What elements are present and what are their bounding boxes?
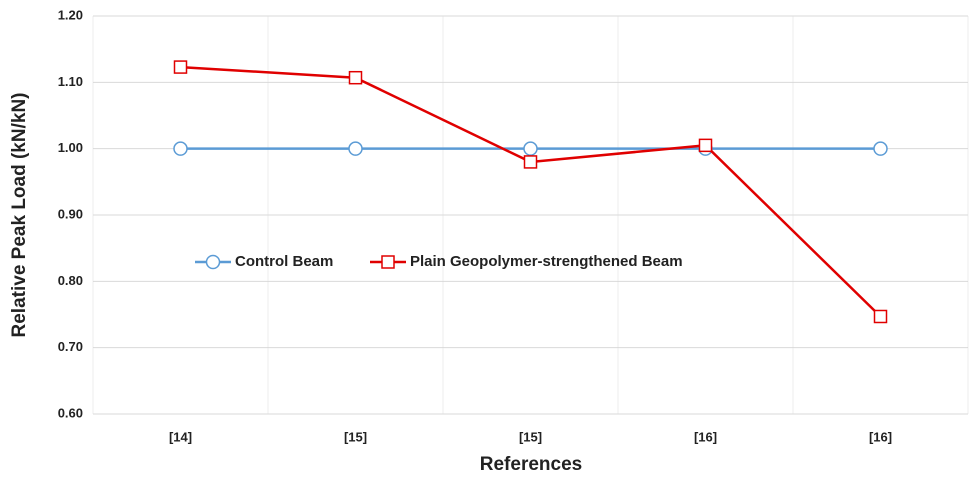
x-axis-title: References <box>480 454 582 475</box>
marker <box>381 255 395 269</box>
marker <box>873 309 888 324</box>
y-tick-label: 0.70 <box>58 339 83 354</box>
y-axis-title: Relative Peak Load (kN/kN) <box>9 93 30 338</box>
x-tick-label: [15] <box>519 429 542 444</box>
legend-text: Plain Geopolymer-strengthened Beam <box>410 253 683 270</box>
x-tick-label: [16] <box>869 429 892 444</box>
marker <box>205 254 221 270</box>
y-tick-label: 0.80 <box>58 273 83 288</box>
marker <box>523 141 538 156</box>
x-tick-label: [16] <box>694 429 717 444</box>
x-tick-label: [15] <box>344 429 367 444</box>
marker <box>173 60 188 74</box>
marker <box>523 155 538 169</box>
y-tick-label: 0.90 <box>58 206 83 221</box>
y-tick-label: 0.60 <box>58 405 83 420</box>
x-tick-label: [14] <box>169 429 192 444</box>
y-tick-label: 1.00 <box>58 140 83 155</box>
marker <box>698 138 713 153</box>
marker <box>348 70 363 85</box>
marker <box>873 141 888 156</box>
y-tick-label: 1.20 <box>58 7 83 22</box>
marker <box>348 141 363 156</box>
y-tick-label: 1.10 <box>58 74 83 89</box>
series-line <box>180 65 882 318</box>
marker <box>173 141 188 156</box>
legend-text: Control Beam <box>235 253 333 270</box>
